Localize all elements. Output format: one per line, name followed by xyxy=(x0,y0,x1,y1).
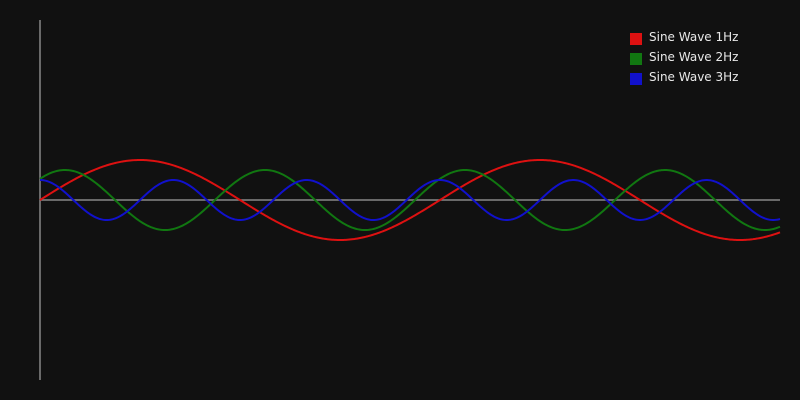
series-line-2 xyxy=(39,168,781,232)
series-group xyxy=(39,158,781,241)
legend-label-1hz: Sine Wave 1Hz xyxy=(649,30,739,44)
legend-item-3hz: Sine Wave 3Hz xyxy=(630,67,738,87)
legend-label-2hz: Sine Wave 2Hz xyxy=(649,50,739,64)
legend-swatch-2hz xyxy=(630,52,642,65)
legend-item-2hz: Sine Wave 2Hz xyxy=(630,47,738,67)
legend: Sine Wave 1Hz Sine Wave 2Hz Sine Wave 3H… xyxy=(630,27,738,87)
series-line-3 xyxy=(39,178,781,222)
legend-swatch-1hz xyxy=(630,32,642,45)
series-line-1 xyxy=(39,158,781,241)
legend-label-3hz: Sine Wave 3Hz xyxy=(649,70,739,84)
legend-item-1hz: Sine Wave 1Hz xyxy=(630,27,738,47)
legend-swatch-3hz xyxy=(630,72,642,85)
